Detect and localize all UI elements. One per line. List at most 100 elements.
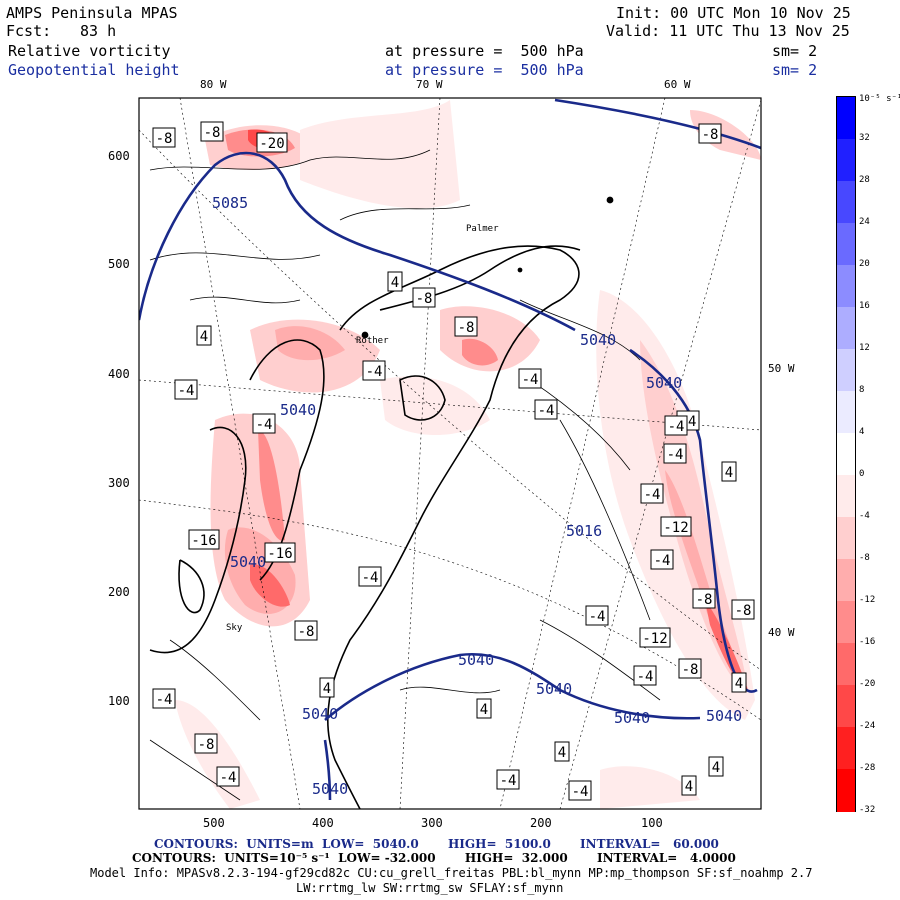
vorticity-label: -4 bbox=[522, 372, 539, 388]
colorbar-swatch bbox=[837, 433, 855, 476]
vorticity-label-box bbox=[256, 132, 288, 153]
vorticity-label: -4 bbox=[668, 419, 685, 435]
vorticity-label-box bbox=[664, 415, 688, 436]
plot-title: AMPS Peninsula MPAS bbox=[6, 4, 178, 22]
vorticity-label: 4 bbox=[323, 681, 331, 697]
vorticity-label: 4 bbox=[200, 329, 208, 345]
svg-text:Sky: Sky bbox=[226, 623, 243, 633]
colorbar-swatch bbox=[837, 601, 855, 644]
vorticity-label-box bbox=[412, 287, 436, 308]
vorticity-label: -4 bbox=[500, 773, 517, 789]
colorbar-unit: 10⁻⁵ s⁻¹ bbox=[859, 94, 900, 104]
lon-label-60w: 60 W bbox=[664, 78, 691, 91]
vorticity-label: -8 bbox=[682, 662, 699, 678]
colorbar-label: 4 bbox=[859, 427, 865, 437]
vorticity-label: -8 bbox=[198, 737, 215, 753]
footer-vorticity-contours: CONTOURS: UNITS=10⁻⁵ s⁻¹ LOW= -32.000 HI… bbox=[132, 851, 736, 865]
height-label: 5040 bbox=[646, 374, 682, 392]
vorticity-label: -4 bbox=[637, 669, 654, 685]
vorticity-label-box bbox=[554, 741, 570, 762]
vorticity-label-box bbox=[650, 549, 674, 570]
colorbar-label: 12 bbox=[859, 343, 870, 353]
vorticity-label: -4 bbox=[667, 447, 684, 463]
vorticity-label: -4 bbox=[572, 784, 589, 800]
vorticity-label: -4 bbox=[178, 383, 195, 399]
vorticity-label-box bbox=[476, 698, 492, 719]
colorbar-swatch bbox=[837, 391, 855, 434]
vorticity-label-box bbox=[681, 775, 697, 796]
vorticity-label-box bbox=[362, 360, 386, 381]
vorticity-label-box bbox=[518, 368, 542, 389]
vorticity-label: -4 bbox=[256, 417, 273, 433]
colorbar-label: -4 bbox=[859, 511, 870, 521]
vorticity-contours bbox=[149, 149, 661, 801]
vorticity-label: 4 bbox=[480, 702, 488, 718]
vorticity-label-box bbox=[200, 121, 224, 142]
vorticity-label-box bbox=[454, 316, 478, 337]
field2-pressure: at pressure = 500 hPa bbox=[385, 61, 584, 79]
footer-model-info: Model Info: MPASv8.2.3-194-gf29cd82c CU:… bbox=[90, 866, 813, 880]
vorticity-label: 4 bbox=[725, 465, 733, 481]
vorticity-label: -4 bbox=[156, 692, 173, 708]
colorbar-swatch bbox=[837, 307, 855, 350]
vorticity-label: 4 bbox=[712, 760, 720, 776]
vorticity-label: -12 bbox=[642, 631, 667, 647]
height-label: 5040 bbox=[230, 553, 266, 571]
vorticity-label: 4 bbox=[558, 745, 566, 761]
vorticity-label-box bbox=[640, 483, 664, 504]
vorticity-label-box bbox=[585, 605, 609, 626]
svg-text:Palmer: Palmer bbox=[466, 224, 499, 234]
colorbar-label: -28 bbox=[859, 763, 876, 773]
vorticity-label-box bbox=[264, 542, 296, 563]
vorticity-label: -12 bbox=[663, 520, 688, 536]
y-tick-400: 400 bbox=[108, 367, 130, 381]
colorbar-label: -24 bbox=[859, 721, 876, 731]
height-contours bbox=[139, 98, 761, 801]
vorticity-label-box bbox=[660, 516, 692, 537]
vorticity-label-box bbox=[194, 733, 218, 754]
vorticity-label-box bbox=[731, 599, 755, 620]
graticule bbox=[139, 98, 761, 809]
x-tick-100: 100 bbox=[641, 816, 663, 830]
colorbar-label: -8 bbox=[859, 553, 870, 563]
colorbar-label: 20 bbox=[859, 259, 870, 269]
x-tick-200: 200 bbox=[530, 816, 552, 830]
height-label: 5040 bbox=[458, 651, 494, 669]
x-tick-400: 400 bbox=[312, 816, 334, 830]
colorbar-swatch bbox=[837, 643, 855, 686]
height-label: 5085 bbox=[212, 194, 248, 212]
vorticity-label: -8 bbox=[204, 125, 221, 141]
vorticity-label-box bbox=[252, 413, 276, 434]
colorbar-label: 8 bbox=[859, 385, 865, 395]
colorbar-swatch bbox=[837, 727, 855, 770]
colorbar bbox=[836, 96, 856, 812]
vorticity-label: -4 bbox=[538, 403, 555, 419]
height-label: 5040 bbox=[536, 680, 572, 698]
vorticity-label: -4 bbox=[644, 487, 661, 503]
vorticity-label-box bbox=[534, 399, 558, 420]
vorticity-label-box bbox=[188, 529, 220, 550]
colorbar-swatch bbox=[837, 685, 855, 728]
vorticity-label-box bbox=[721, 461, 737, 482]
field1-pressure: at pressure = 500 hPa bbox=[385, 42, 584, 60]
height-label: 5016 bbox=[566, 522, 602, 540]
forecast-label: Fcst: bbox=[6, 22, 52, 40]
vorticity-label: 4 bbox=[685, 779, 693, 795]
vorticity-label-box bbox=[152, 127, 176, 148]
colorbar-swatch bbox=[837, 97, 855, 140]
colorbar-label: -32 bbox=[859, 805, 876, 815]
vorticity-label: -4 bbox=[654, 553, 671, 569]
vorticity-label-box bbox=[639, 627, 671, 648]
vorticity-label: -8 bbox=[416, 291, 433, 307]
vorticity-label-box bbox=[663, 443, 687, 464]
vorticity-label: -20 bbox=[259, 136, 284, 152]
field2-smoothing: sm= 2 bbox=[772, 61, 818, 79]
vorticity-label: 4 bbox=[735, 676, 743, 692]
vorticity-label: -4 bbox=[589, 609, 606, 625]
field1-smoothing: sm= 2 bbox=[772, 42, 818, 60]
svg-text:Rother: Rother bbox=[356, 336, 389, 346]
vorticity-label-box bbox=[708, 756, 724, 777]
valid-time: Valid: 11 UTC Thu 13 Nov 25 bbox=[606, 22, 850, 40]
colorbar-swatch bbox=[837, 349, 855, 392]
